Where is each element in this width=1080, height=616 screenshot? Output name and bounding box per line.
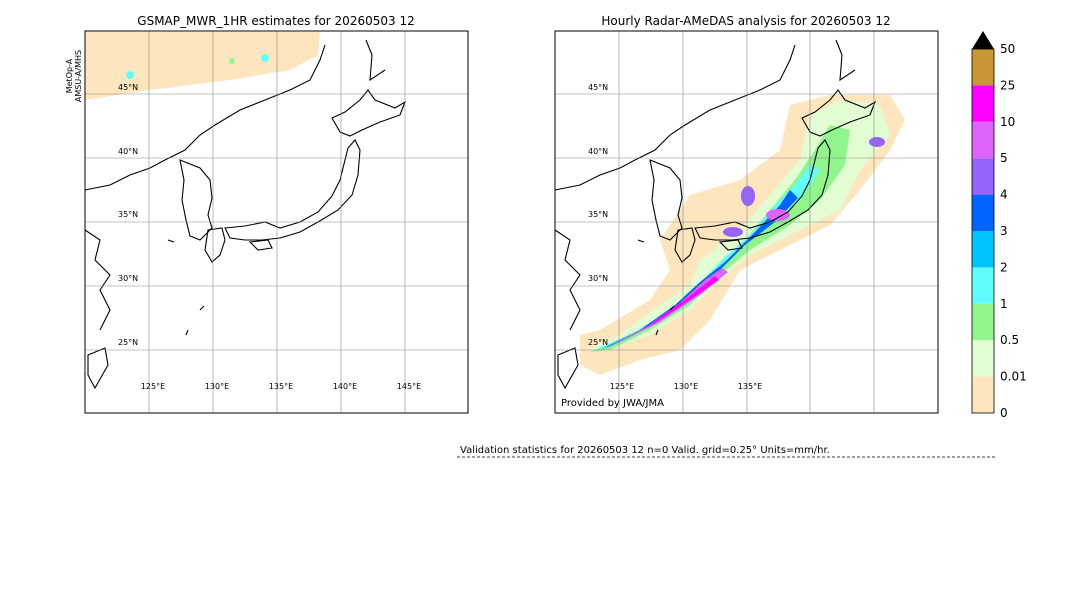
colorbar-label: 3 (1000, 224, 1008, 238)
colorbar-swatch (972, 158, 994, 195)
colorbar-swatch (972, 376, 994, 413)
lon-label: 135°E (269, 382, 293, 391)
colorbar-swatch (972, 267, 994, 304)
lat-label: 25°N (118, 338, 138, 347)
colorbar-swatch (972, 303, 994, 341)
colorbar-label: 5 (1000, 151, 1008, 165)
lon-label: 140°E (333, 382, 357, 391)
colorbar-swatch (972, 49, 994, 86)
lat-label: 40°N (588, 147, 608, 156)
colorbar-swatch (972, 340, 994, 377)
side-label: AMSU-A/MHS (74, 50, 83, 102)
panel-title: GSMAP_MWR_1HR estimates for 20260503 12 (137, 14, 414, 28)
colorbar-swatch (972, 85, 994, 122)
credit: Provided by JWA/JMA (561, 398, 664, 409)
colorbar-label: 0.01 (1000, 370, 1027, 384)
right-map (554, 30, 939, 414)
colorbar-frame (971, 48, 995, 414)
colorbar-label: 1 (1000, 297, 1008, 311)
lon-label: 135°E (738, 382, 762, 391)
lat-label: 30°N (118, 274, 138, 283)
footer-text: Validation statistics for 20260503 12 n=… (460, 445, 830, 456)
lat-label: 35°N (588, 210, 608, 219)
left-map (84, 30, 469, 414)
lat-label: 45°N (118, 83, 138, 92)
colorbar-label: 4 (1000, 188, 1008, 202)
lon-label: 130°E (674, 382, 698, 391)
colorbar-swatch (972, 121, 994, 159)
lon-label: 125°E (610, 382, 634, 391)
lon-label: 130°E (205, 382, 229, 391)
colorbar-label: 50 (1000, 42, 1015, 56)
lat-label: 40°N (118, 147, 138, 156)
lon-label: 125°E (141, 382, 165, 391)
lat-label: 25°N (588, 338, 608, 347)
lat-label: 45°N (588, 83, 608, 92)
colorbar-swatch (972, 194, 994, 231)
colorbar: 0 0.01 0.5 1 2 3 4 5 10 25 50 (971, 31, 1027, 420)
lon-label: 145°E (397, 382, 421, 391)
colorbar-label: 10 (1000, 115, 1015, 129)
colorbar-label: 0 (1000, 406, 1008, 420)
lat-label: 35°N (118, 210, 138, 219)
colorbar-label: 0.5 (1000, 333, 1019, 347)
side-label: MetOp-A (65, 58, 74, 93)
colorbar-swatch (972, 231, 994, 268)
colorbar-label: 25 (1000, 78, 1015, 92)
colorbar-label: 2 (1000, 260, 1008, 274)
lat-label: 30°N (588, 274, 608, 283)
panel-title: Hourly Radar-AMeDAS analysis for 2026050… (601, 14, 890, 28)
